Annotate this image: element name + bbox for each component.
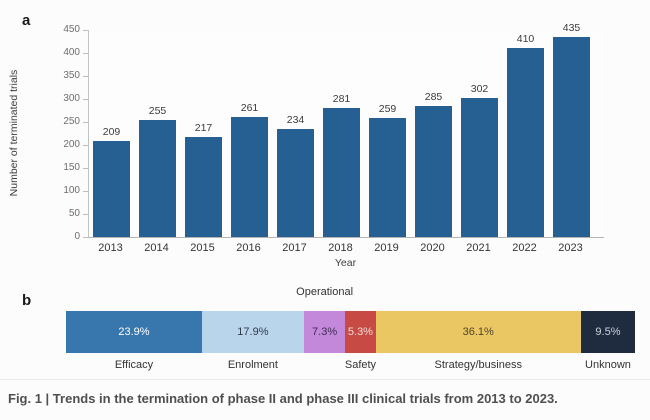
segment-unknown: 9.5% bbox=[580, 311, 635, 353]
bar-2020 bbox=[415, 105, 452, 237]
x-tick-label: 2020 bbox=[420, 242, 445, 254]
bar-value-label: 209 bbox=[102, 125, 121, 138]
segment-enrolment: 17.9% bbox=[201, 311, 304, 353]
stacked-bar: 23.9% 17.9% 7.3% 5.3% 36.1% 9.5% bbox=[66, 311, 635, 353]
x-tick-label: 2023 bbox=[558, 242, 583, 254]
x-tick-label: 2013 bbox=[98, 242, 123, 254]
y-tick-mark bbox=[83, 76, 88, 77]
segment-percent-label: 7.3% bbox=[312, 326, 338, 338]
y-tick-mark bbox=[83, 30, 88, 31]
y-tick-label: 350 bbox=[63, 70, 80, 81]
bar-2014 bbox=[139, 119, 176, 237]
x-tick-label: 2021 bbox=[466, 242, 491, 254]
y-tick-mark bbox=[83, 53, 88, 54]
x-tick-label: 2019 bbox=[374, 242, 399, 254]
bar-2023 bbox=[553, 36, 590, 237]
y-tick-label: 250 bbox=[63, 116, 80, 127]
bar-value-label: 217 bbox=[194, 122, 213, 135]
x-tick-label: 2014 bbox=[144, 242, 169, 254]
x-axis-title: Year bbox=[334, 257, 357, 269]
panel-a-bar-chart: Number of terminated trials 0 50 100 150 200… bbox=[8, 22, 604, 269]
bar-2022 bbox=[507, 48, 544, 237]
y-tick-label: 150 bbox=[63, 162, 80, 173]
x-tick-label: 2022 bbox=[512, 242, 537, 254]
divider-line bbox=[0, 379, 650, 380]
y-tick-mark bbox=[83, 122, 88, 123]
segment-percent-label: 36.1% bbox=[462, 326, 494, 338]
x-tick-label: 2017 bbox=[282, 242, 307, 254]
y-tick-mark bbox=[83, 191, 88, 192]
y-tick-mark bbox=[83, 214, 88, 215]
segment-percent-label: 9.5% bbox=[595, 326, 621, 338]
segment-percent-label: 23.9% bbox=[118, 326, 150, 338]
y-tick-mark bbox=[83, 237, 88, 238]
segment-name-label: Enrolment bbox=[227, 359, 278, 371]
segment-strategy-business: 36.1% bbox=[375, 311, 581, 353]
panel-a-plot-area: 209 255 217 261 234 281 259 285 302 410 435 bbox=[88, 22, 604, 238]
panel-b-stacked-bar-chart: 23.9% 17.9% 7.3% 5.3% 36.1% 9.5% Efficacy Enro… bbox=[0, 280, 650, 380]
bar-value-label: 410 bbox=[516, 33, 535, 46]
bar-value-label: 259 bbox=[378, 102, 397, 115]
segment-name-label: Safety bbox=[344, 359, 377, 371]
panel-a-label: a bbox=[22, 12, 31, 29]
segment-name-label: Unknown bbox=[585, 359, 631, 371]
segment-efficacy: 23.9% bbox=[66, 311, 202, 353]
segment-name-label: Efficacy bbox=[114, 359, 154, 371]
bar-2018 bbox=[323, 107, 360, 237]
bar-value-label: 255 bbox=[148, 104, 167, 117]
figure-caption: Fig. 1 | Trends in the termination of ph… bbox=[8, 391, 558, 406]
y-tick-mark bbox=[83, 168, 88, 169]
y-tick-mark bbox=[83, 145, 88, 146]
segment-name-label: Operational bbox=[296, 286, 354, 298]
y-axis-title: Number of terminated trials bbox=[8, 69, 20, 197]
bar-2019 bbox=[369, 117, 406, 237]
y-tick-mark bbox=[83, 99, 88, 100]
bar-value-label: 261 bbox=[240, 101, 259, 114]
bar-value-label: 285 bbox=[424, 90, 443, 103]
y-tick-label: 200 bbox=[63, 139, 80, 150]
y-tick-label: 300 bbox=[63, 93, 80, 104]
x-tick-label: 2016 bbox=[236, 242, 261, 254]
bar-2016 bbox=[231, 116, 268, 237]
segment-operational: 7.3% bbox=[303, 311, 346, 353]
x-tick-label: 2015 bbox=[190, 242, 215, 254]
y-tick-label: 100 bbox=[63, 185, 80, 196]
y-tick-label: 0 bbox=[74, 231, 80, 242]
bar-value-label: 302 bbox=[470, 83, 489, 96]
segment-name-label: Strategy/business bbox=[434, 359, 522, 371]
bar-2013 bbox=[93, 140, 130, 237]
y-tick-label: 50 bbox=[68, 208, 80, 219]
bar-2017 bbox=[277, 129, 314, 237]
bar-2021 bbox=[461, 98, 498, 237]
panel-b-label: b bbox=[22, 292, 32, 309]
y-tick-label: 400 bbox=[63, 47, 80, 58]
y-tick-label: 450 bbox=[63, 24, 80, 35]
segment-percent-label: 5.3% bbox=[347, 326, 373, 338]
bar-2015 bbox=[185, 137, 222, 237]
segment-safety: 5.3% bbox=[345, 311, 376, 353]
bar-value-label: 281 bbox=[332, 92, 351, 105]
segment-percent-label: 17.9% bbox=[237, 326, 269, 338]
x-tick-label: 2018 bbox=[328, 242, 353, 254]
bar-value-label: 435 bbox=[562, 21, 581, 34]
bar-value-label: 234 bbox=[286, 114, 305, 127]
